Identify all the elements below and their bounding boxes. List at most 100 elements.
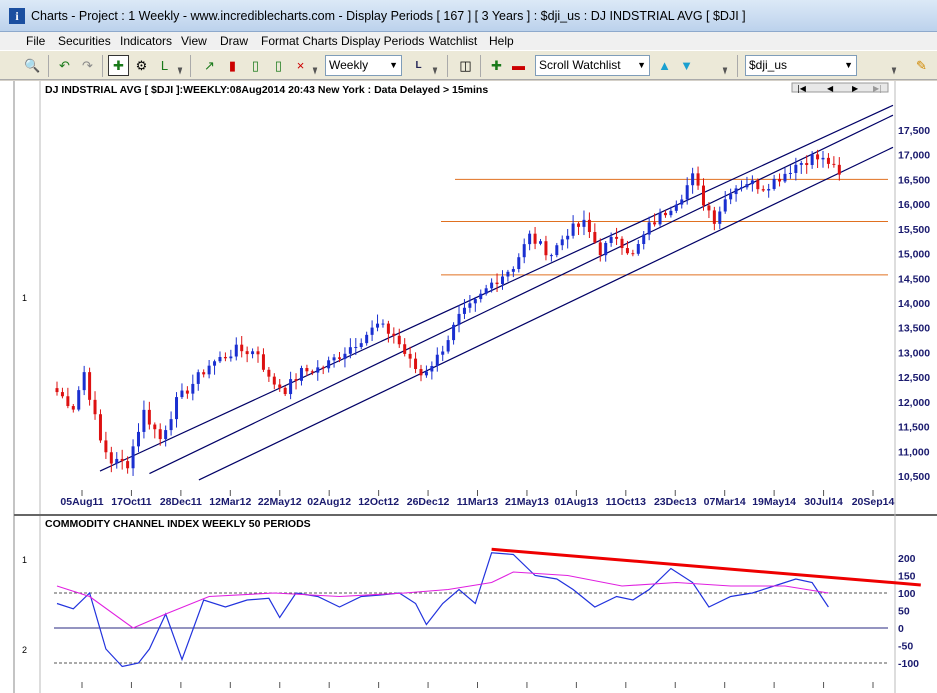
chevron-down-icon: ▼ — [389, 60, 398, 70]
candle-body — [701, 185, 705, 206]
window-title: Charts - Project : 1 Weekly - www.incred… — [31, 9, 746, 23]
candle-body — [723, 199, 727, 212]
candle-body — [691, 173, 695, 186]
candle-body — [805, 163, 809, 166]
candle-body — [729, 194, 733, 200]
chart-nav-bar — [791, 82, 889, 93]
cci-y-tick-label: 100 — [898, 588, 916, 600]
candle-body — [245, 351, 249, 355]
remove-security-icon[interactable]: ▬ — [512, 58, 525, 73]
menu-indicators[interactable]: Indicators — [120, 34, 173, 48]
menu-help[interactable]: Help — [489, 34, 514, 48]
toolbar-dropdown-icon[interactable] — [891, 67, 897, 75]
candle-body — [365, 334, 369, 344]
undo-icon[interactable]: ↶ — [59, 58, 70, 73]
title-bar: i Charts - Project : 1 Weekly - www.incr… — [0, 0, 937, 32]
toolbar-separator — [190, 55, 198, 77]
candle-body — [631, 253, 635, 255]
scroll-down-icon[interactable]: ▼ — [680, 58, 693, 73]
toolbar-dropdown-icon[interactable] — [177, 67, 183, 75]
x-tick-label: 22May12 — [258, 496, 302, 508]
candle-body — [712, 210, 716, 224]
candlestick-icon[interactable]: ▯ — [274, 58, 283, 73]
cci-y-tick-label: 50 — [898, 606, 910, 618]
nav-prev-icon[interactable]: ◀ — [827, 84, 834, 93]
toolbar-separator — [102, 55, 110, 77]
app-icon: i — [9, 8, 25, 24]
candle-body — [71, 406, 75, 410]
crosshair-icon[interactable]: ✚ — [108, 55, 129, 76]
candle-body — [131, 446, 135, 469]
candle-body — [740, 187, 744, 189]
candle-body — [707, 205, 711, 211]
candle-body — [88, 372, 92, 400]
candle-body — [636, 244, 640, 254]
candle-body — [441, 351, 445, 355]
symbol-select[interactable]: $dji_us ▼ — [745, 55, 857, 76]
candle-body — [278, 384, 282, 388]
candle-body — [191, 383, 195, 394]
watchlist-select[interactable]: Scroll Watchlist ▼ — [535, 55, 650, 76]
channel-line — [99, 104, 894, 472]
chart-type-dropdown-icon[interactable] — [312, 67, 318, 75]
candle-body — [794, 164, 798, 173]
candle-body — [267, 369, 271, 377]
bar-chart-icon[interactable]: ▮ — [228, 58, 237, 73]
candle-body — [289, 379, 293, 395]
candle-body — [680, 199, 684, 205]
nav-last-icon[interactable]: ▶| — [873, 84, 882, 93]
x-tick-label: 11Mar13 — [457, 496, 499, 508]
candle-body — [587, 219, 591, 233]
chevron-down-icon: ▼ — [637, 60, 646, 70]
toolbar-dropdown-icon[interactable] — [432, 67, 438, 75]
candlestick-icon[interactable]: ▯ — [251, 58, 260, 73]
menu-draw[interactable]: Draw — [220, 34, 249, 48]
magnify-icon[interactable]: ⚙ — [135, 58, 148, 73]
menu-format-charts[interactable]: Format Charts — [261, 34, 338, 48]
menu-file[interactable]: File — [26, 34, 46, 48]
channel-line — [149, 114, 894, 475]
candle-body — [685, 185, 689, 200]
x-tick-label: 23Dec13 — [654, 496, 697, 508]
candle-body — [479, 293, 483, 300]
candle-body — [104, 440, 108, 453]
candle-body — [321, 367, 325, 369]
line-chart-icon[interactable]: ↗ — [204, 58, 215, 73]
candle-body — [615, 236, 619, 239]
page-icon[interactable]: ◫ — [459, 58, 472, 73]
zoom-icon[interactable]: 🔍 — [24, 58, 41, 73]
toolbar-separator — [447, 55, 455, 77]
point-figure-icon[interactable]: × — [296, 58, 305, 73]
period-select[interactable]: Weekly ▼ — [325, 55, 402, 76]
menu-securities[interactable]: Securities — [58, 34, 111, 48]
toolbar-dropdown-icon[interactable] — [722, 67, 728, 75]
candle-body — [392, 333, 396, 336]
redo-icon[interactable]: ↷ — [82, 58, 93, 73]
candle-body — [93, 399, 97, 415]
cci-pane-label-1: 1 — [22, 555, 27, 565]
nav-first-icon[interactable]: |◀ — [797, 84, 807, 93]
x-tick-label: 12Oct12 — [358, 496, 399, 508]
add-security-icon[interactable]: ✚ — [491, 58, 502, 73]
candle-body — [473, 299, 477, 304]
nav-next-icon[interactable]: ▶ — [852, 84, 859, 93]
cci-average-line — [56, 571, 829, 629]
candle-body — [272, 376, 276, 385]
period-value: Weekly — [329, 58, 369, 72]
candle-body — [718, 211, 722, 224]
line-tool-icon[interactable]: L — [160, 58, 169, 73]
candle-body — [424, 371, 428, 376]
candle-body — [147, 409, 151, 425]
scroll-up-icon[interactable]: ▲ — [658, 58, 671, 73]
candle-body — [767, 188, 771, 191]
price-y-tick-label: 17,000 — [898, 150, 930, 162]
price-y-tick-label: 11,000 — [898, 446, 930, 458]
menu-display-periods[interactable]: Display Periods — [341, 34, 425, 48]
price-y-tick-label: 13,000 — [898, 347, 930, 359]
menu-view[interactable]: View — [181, 34, 207, 48]
pencil-icon[interactable]: ✎ — [916, 58, 927, 73]
log-scale-icon[interactable]: L — [415, 60, 422, 71]
toolbar-separator — [737, 55, 745, 77]
menu-watchlist[interactable]: Watchlist — [429, 34, 478, 48]
